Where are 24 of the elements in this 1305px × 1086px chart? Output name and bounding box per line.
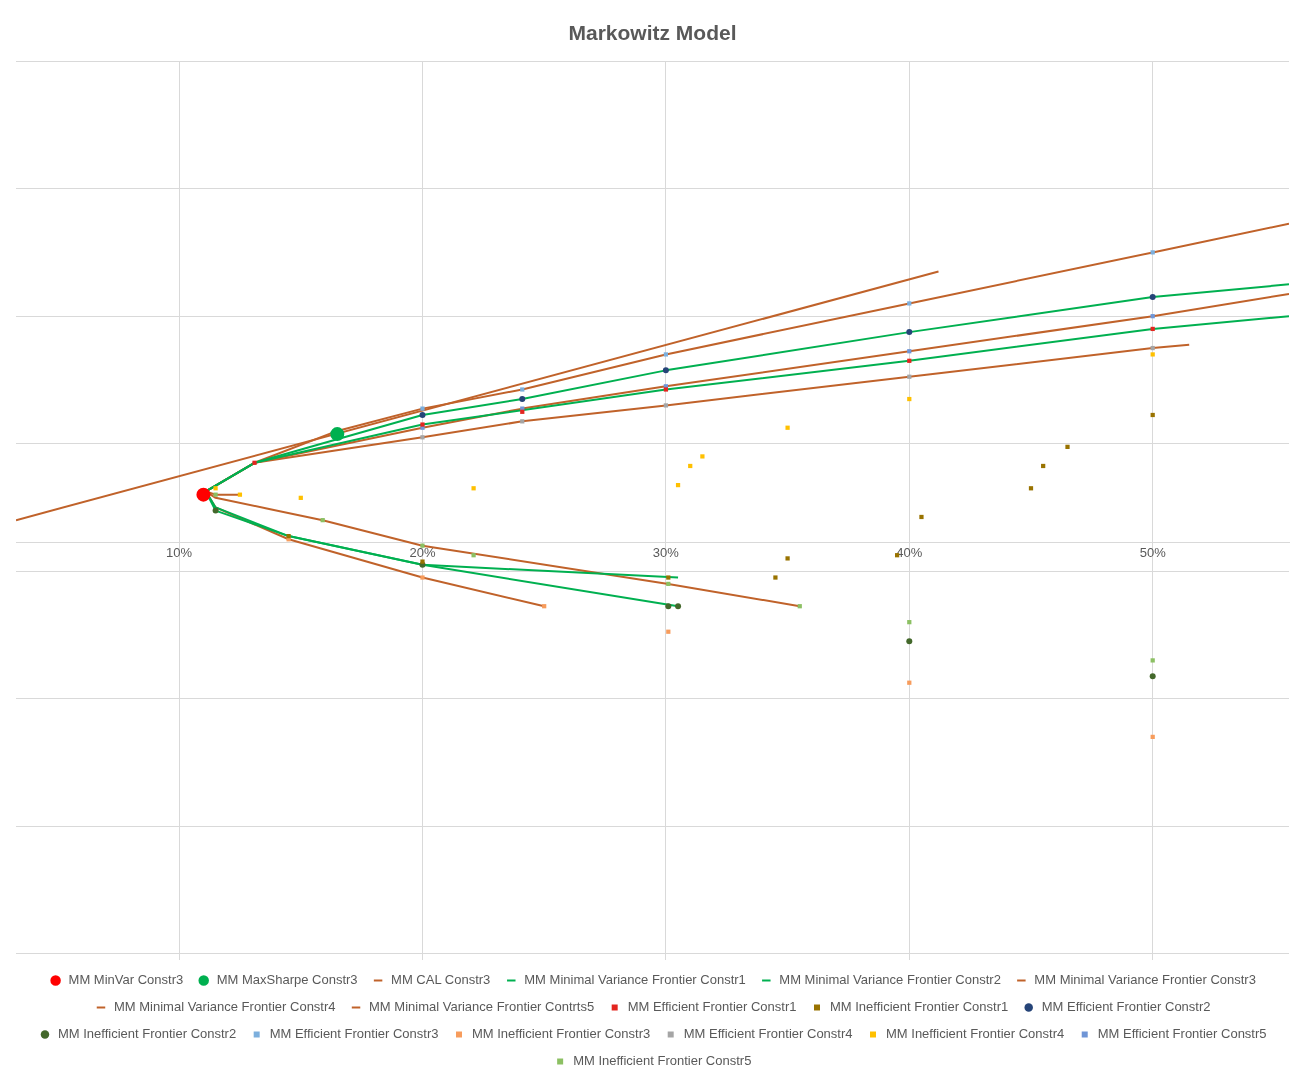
- legend-label: MM Minimal Variance Frontier Constr4: [113, 999, 336, 1015]
- legend-label: MM CAL Constr3: [391, 972, 491, 988]
- legend-label: MM Efficient Frontier Constr2: [1041, 999, 1211, 1015]
- legend-label: MM Efficient Frontier Constr3: [269, 1026, 439, 1042]
- legend-label: MM MinVar Constr3: [68, 972, 184, 988]
- legend-label: MM Inefficient Frontier Constr2: [57, 1026, 237, 1042]
- x-tick-label: 50%: [1139, 544, 1167, 560]
- legend-label: MM MaxSharpe Constr3: [216, 972, 358, 988]
- x-tick-label: 10%: [166, 544, 193, 560]
- legend-label: MM Efficient Frontier Constr1: [627, 999, 797, 1015]
- legend-label: MM Inefficient Frontier Constr3: [471, 1026, 651, 1042]
- legend-label: MM Inefficient Frontier Constr4: [886, 1026, 1065, 1042]
- legend-label: MM Minimal Variance Frontier Constr1: [524, 972, 746, 988]
- legend-label: MM Efficient Frontier Constr5: [1097, 1026, 1267, 1042]
- x-tick-label: 40%: [896, 544, 923, 560]
- legend-label: MM Inefficient Frontier Constr5: [573, 1053, 752, 1069]
- legend-label: MM Minimal Variance Frontier Constr3: [1034, 972, 1256, 988]
- chart-title: Markowitz Model: [568, 21, 737, 45]
- legend-label: MM Minimal Variance Frontier Constr2: [779, 972, 1001, 988]
- x-tick-label: 20%: [409, 544, 436, 560]
- legend-label: MM Minimal Variance Frontier Contrts5: [369, 999, 595, 1015]
- legend-label: MM Efficient Frontier Constr4: [683, 1026, 853, 1042]
- legend-label: MM Inefficient Frontier Constr1: [829, 999, 1009, 1015]
- x-tick-label: 30%: [652, 544, 680, 560]
